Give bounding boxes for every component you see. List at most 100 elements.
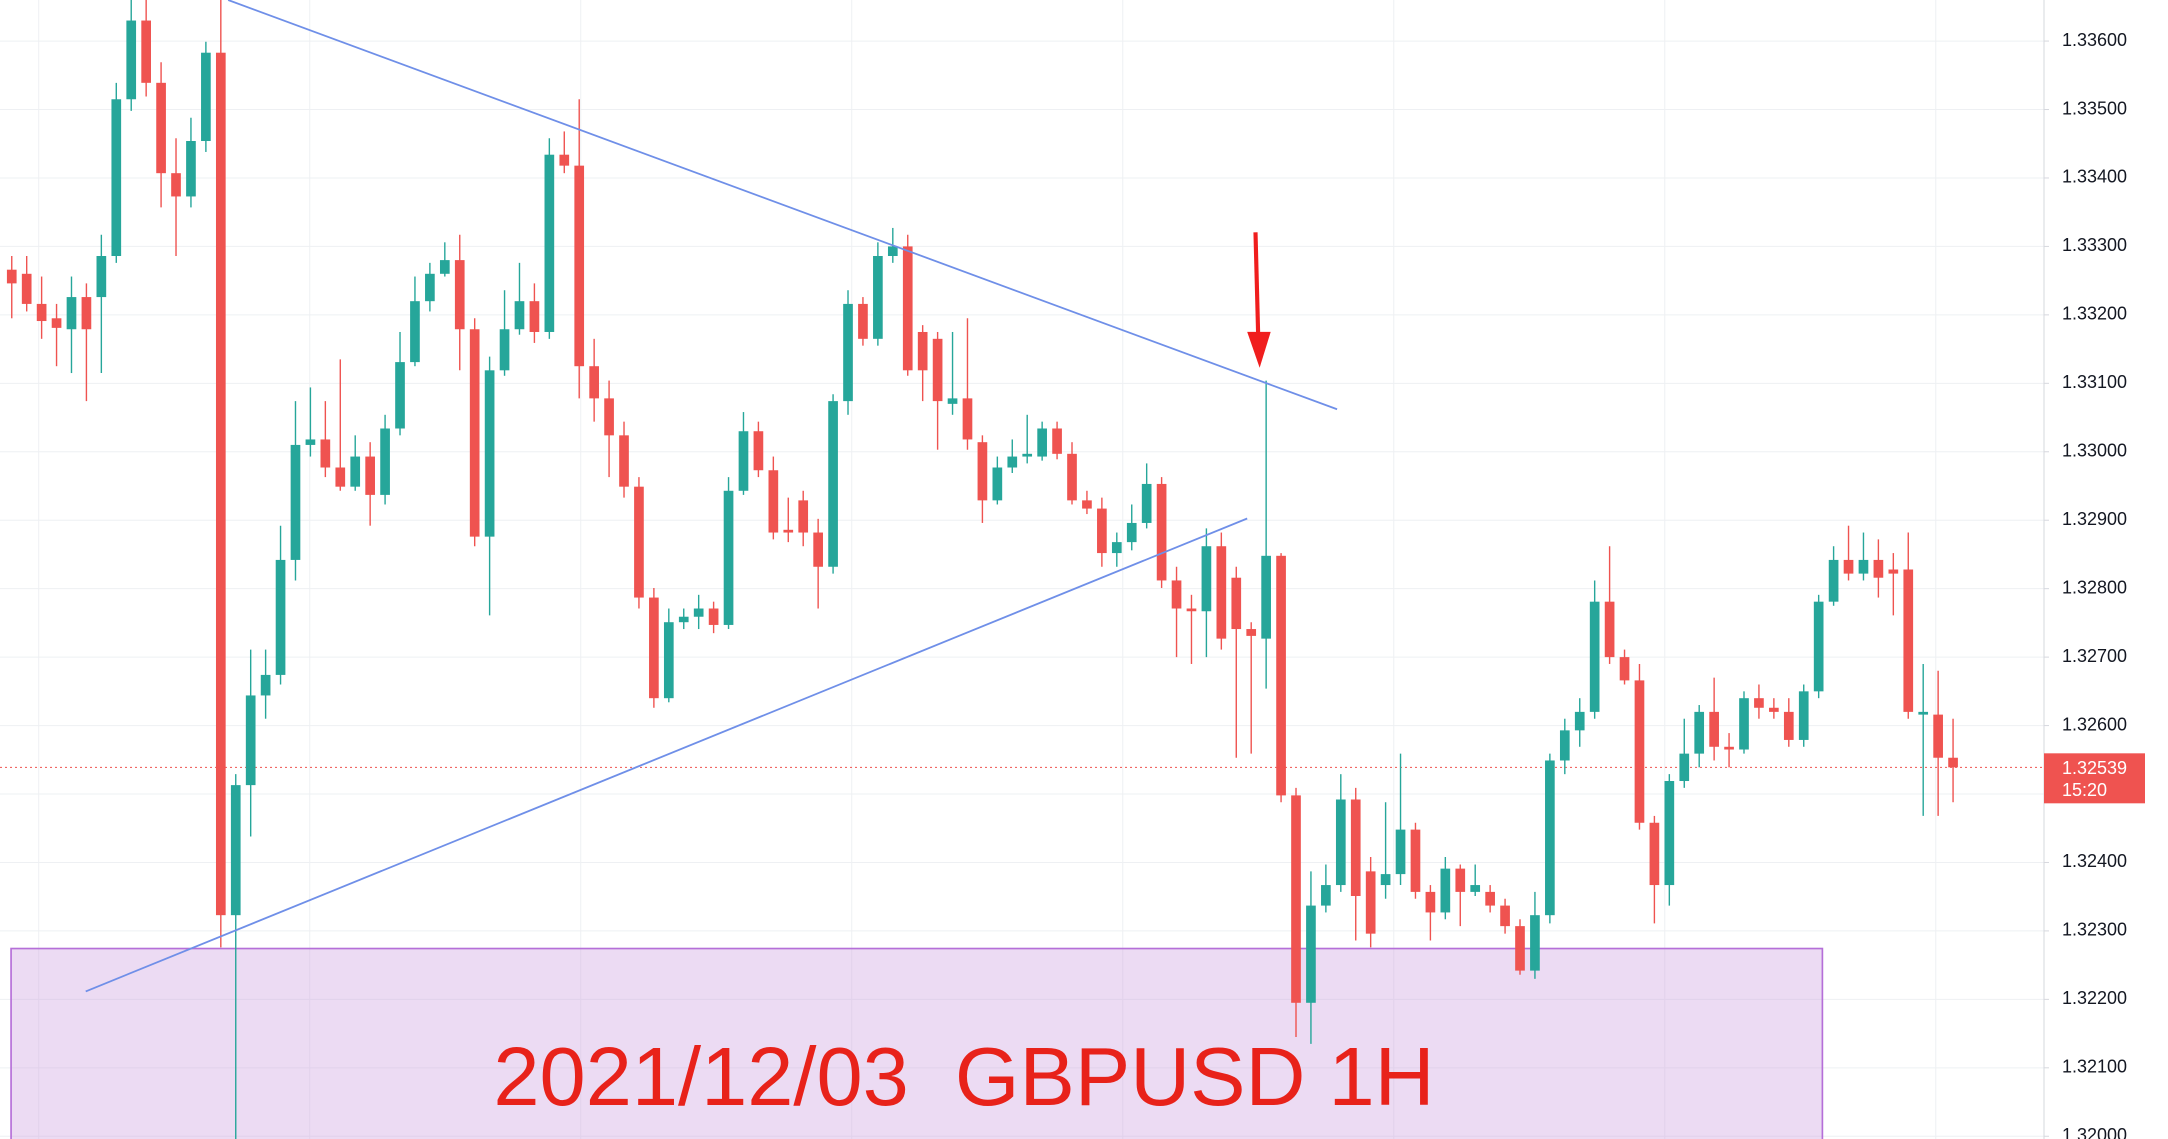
- candle-body: [1171, 580, 1182, 609]
- y-tick-label: 1.33200: [2062, 304, 2127, 324]
- axis-background: [2044, 0, 2168, 1139]
- candle-body: [738, 431, 749, 491]
- candle-body: [469, 329, 480, 537]
- candle-body: [1500, 905, 1510, 927]
- candle-body: [245, 695, 256, 786]
- candle-body: [1082, 500, 1092, 509]
- candle-body: [678, 616, 689, 623]
- candle-body: [917, 331, 928, 371]
- price-tag-value: 1.32539: [2062, 758, 2127, 778]
- candle-body: [1694, 711, 1705, 754]
- candle-body: [201, 52, 211, 142]
- candle-body: [1903, 569, 1914, 712]
- candles: [6, 0, 1958, 1139]
- candle-body: [1291, 795, 1301, 1003]
- y-tick-label: 1.33300: [2062, 235, 2127, 255]
- candle-body: [6, 269, 17, 284]
- candle-body: [1858, 559, 1869, 574]
- candle-body: [96, 256, 107, 298]
- candle-body: [380, 428, 390, 495]
- candle-body: [454, 260, 465, 330]
- candle-body: [1141, 483, 1152, 523]
- y-tick-label: 1.32700: [2062, 646, 2127, 666]
- candle-body: [156, 82, 166, 174]
- candle-body: [1067, 453, 1077, 501]
- candle-body: [1888, 569, 1899, 574]
- candle-body: [932, 338, 943, 402]
- y-tick-label: 1.32900: [2062, 509, 2127, 529]
- lower-trendline: [85, 517, 1248, 993]
- candle-body: [1709, 711, 1719, 747]
- candle-body: [1186, 608, 1197, 612]
- candle-body: [873, 256, 883, 339]
- candle-body: [977, 442, 988, 501]
- y-tick-label: 1.32300: [2062, 920, 2127, 940]
- candle-body: [1649, 822, 1660, 886]
- y-tick-label: 1.33000: [2062, 441, 2127, 461]
- candle-body: [260, 674, 271, 696]
- candle-body: [290, 444, 301, 560]
- candle-body: [1022, 453, 1033, 457]
- candle-body: [544, 154, 555, 332]
- candle-body: [843, 303, 853, 402]
- candle-body: [1231, 577, 1242, 630]
- candle-body: [350, 456, 361, 487]
- candle-body: [1261, 555, 1271, 639]
- candle-body: [768, 470, 779, 533]
- candle-body: [335, 467, 346, 487]
- candle-body: [126, 20, 137, 100]
- candle-body: [1530, 915, 1540, 971]
- candle-body: [619, 435, 629, 487]
- candle-body: [1813, 601, 1824, 692]
- candle-body: [275, 559, 286, 675]
- candle-body: [798, 500, 809, 533]
- candle-body: [1724, 746, 1734, 750]
- candle-body: [1365, 871, 1376, 934]
- price-tag-countdown: 15:20: [2062, 780, 2107, 800]
- candle-body: [663, 622, 674, 699]
- candle-body: [1276, 555, 1286, 796]
- candle-body: [529, 301, 540, 332]
- candle-body: [589, 366, 599, 399]
- candle-body: [858, 303, 868, 339]
- candle-body: [634, 486, 644, 598]
- y-tick-label: 1.33100: [2062, 372, 2127, 392]
- candle-body: [1545, 760, 1555, 916]
- candle-body: [1350, 799, 1361, 897]
- candle-body: [1126, 522, 1137, 543]
- y-tick-label: 1.32100: [2062, 1057, 2127, 1077]
- candle-body: [1485, 891, 1495, 906]
- candle-body: [1470, 885, 1481, 892]
- candle-body: [1455, 868, 1466, 892]
- candle-body: [171, 173, 181, 197]
- drawings: [85, 0, 1338, 993]
- candle-body: [1515, 926, 1525, 971]
- y-tick-label: 1.32800: [2062, 577, 2127, 597]
- candle-body: [1111, 542, 1122, 554]
- candle-body: [215, 52, 226, 916]
- support-zone: [10, 947, 1824, 1139]
- candle-body: [1335, 799, 1346, 886]
- candle-body: [1007, 456, 1018, 468]
- candle-body: [1559, 730, 1570, 761]
- candle-body: [1769, 707, 1779, 712]
- y-tick-label: 1.32600: [2062, 714, 2127, 734]
- y-tick-label: 1.33600: [2062, 30, 2127, 50]
- candle-body: [81, 297, 92, 330]
- candle-body: [1604, 601, 1615, 658]
- candle-body: [1380, 874, 1391, 886]
- candle-body: [1156, 483, 1167, 581]
- candle-body: [1440, 868, 1451, 913]
- candle-body: [21, 273, 32, 304]
- y-tick-label: 1.32200: [2062, 988, 2127, 1008]
- candle-body: [559, 154, 570, 166]
- candle-body: [1589, 601, 1600, 712]
- candle-body: [604, 398, 614, 436]
- candle-body: [484, 370, 495, 537]
- candle-body: [1216, 546, 1227, 639]
- candle-body: [186, 141, 196, 197]
- price-tag: [2044, 753, 2145, 804]
- y-tick-label: 1.33500: [2062, 98, 2127, 118]
- candle-body: [66, 297, 77, 330]
